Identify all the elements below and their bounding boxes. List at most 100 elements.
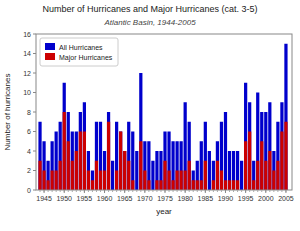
subtitle: Atlantic Basin, 1944-2005 xyxy=(103,18,196,27)
x-minor-tick xyxy=(269,190,270,192)
x-minor-tick xyxy=(140,190,141,192)
plot-frame xyxy=(36,34,292,190)
bar xyxy=(67,141,70,190)
bar xyxy=(46,180,49,190)
bar xyxy=(42,171,45,191)
x-minor-tick xyxy=(56,190,57,192)
bar xyxy=(67,112,70,190)
x-minor-tick xyxy=(213,190,214,192)
bar xyxy=(244,141,247,190)
legend-box xyxy=(40,38,118,66)
x-minor-tick xyxy=(124,190,125,192)
bar xyxy=(111,161,114,190)
bar xyxy=(143,141,146,190)
x-minor-tick xyxy=(112,190,113,192)
bar xyxy=(139,73,142,190)
bar xyxy=(123,151,126,190)
bar xyxy=(175,141,178,190)
bar xyxy=(256,161,259,190)
bar xyxy=(139,141,142,190)
x-tick xyxy=(124,190,125,193)
x-minor-tick xyxy=(189,190,190,192)
x-minor-tick xyxy=(128,190,129,192)
y-tick xyxy=(33,34,36,35)
x-tick xyxy=(225,190,226,193)
bar xyxy=(107,122,110,190)
x-tick-label: 1985 xyxy=(198,195,214,202)
bar xyxy=(224,180,227,190)
x-minor-tick xyxy=(92,190,93,192)
y-tick xyxy=(33,170,36,171)
x-tick-label: 1995 xyxy=(238,195,254,202)
x-minor-tick xyxy=(185,190,186,192)
bar xyxy=(196,161,199,190)
bar xyxy=(268,151,271,190)
bar xyxy=(180,141,183,190)
bar xyxy=(83,102,86,190)
legend-swatch xyxy=(45,53,55,60)
bar xyxy=(155,180,158,190)
bar xyxy=(171,180,174,190)
x-minor-tick xyxy=(96,190,97,192)
bar xyxy=(63,112,66,190)
bar xyxy=(212,161,215,190)
x-minor-tick xyxy=(197,190,198,192)
x-minor-tick xyxy=(237,190,238,192)
bar xyxy=(236,180,239,190)
bar xyxy=(135,151,138,190)
bar xyxy=(240,161,243,190)
bar xyxy=(51,141,54,190)
bar xyxy=(228,180,231,190)
x-minor-tick xyxy=(201,190,202,192)
bar xyxy=(204,161,207,190)
x-minor-tick xyxy=(52,190,53,192)
bar xyxy=(127,161,130,190)
title: Number of Hurricanes and Major Hurricane… xyxy=(42,4,257,14)
bar xyxy=(155,151,158,190)
bar xyxy=(248,132,251,191)
x-minor-tick xyxy=(136,190,137,192)
bar xyxy=(87,151,90,190)
x-minor-tick xyxy=(245,190,246,192)
x-minor-tick xyxy=(144,190,145,192)
bar xyxy=(159,180,162,190)
x-minor-tick xyxy=(80,190,81,192)
bar xyxy=(208,151,211,190)
x-minor-tick xyxy=(88,190,89,192)
bar xyxy=(99,171,102,191)
x-tick-label: 1965 xyxy=(117,195,133,202)
x-tick xyxy=(165,190,166,193)
bar xyxy=(46,161,49,190)
bar xyxy=(184,102,187,190)
bar xyxy=(200,141,203,190)
x-minor-tick xyxy=(209,190,210,192)
legend-label: All Hurricanes xyxy=(59,44,103,51)
x-tick xyxy=(285,190,286,193)
bar xyxy=(212,180,215,190)
bar xyxy=(252,161,255,190)
bar xyxy=(143,171,146,191)
bar xyxy=(99,122,102,190)
x-minor-tick xyxy=(233,190,234,192)
bar xyxy=(180,171,183,191)
bar xyxy=(123,151,126,190)
bar xyxy=(256,93,259,191)
x-tick-label: 1975 xyxy=(157,195,173,202)
bar xyxy=(119,132,122,191)
x-minor-tick xyxy=(132,190,133,192)
bar xyxy=(83,132,86,191)
bar xyxy=(151,161,154,190)
x-tick xyxy=(64,190,65,193)
x-minor-tick xyxy=(148,190,149,192)
bar xyxy=(119,132,122,191)
x-minor-tick xyxy=(221,190,222,192)
y-tick-label: 4 xyxy=(27,148,31,155)
bar xyxy=(188,161,191,190)
bar xyxy=(175,171,178,191)
bar xyxy=(232,180,235,190)
bar xyxy=(59,161,62,190)
x-minor-tick xyxy=(253,190,254,192)
x-minor-tick xyxy=(177,190,178,192)
bar xyxy=(51,171,54,191)
x-tick xyxy=(144,190,145,193)
